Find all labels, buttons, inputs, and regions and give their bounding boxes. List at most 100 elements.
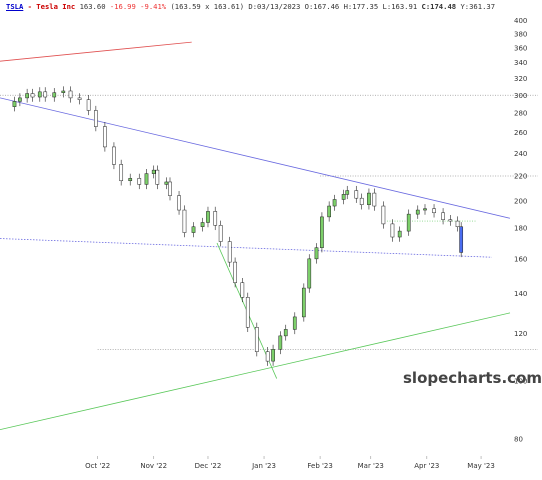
x-axis: Oct '22 Nov '22 Dec '22 Jan '23 Feb '23 Mar '… <box>85 456 495 470</box>
y-tick-label: 180 <box>514 225 527 233</box>
candle-body <box>307 258 312 289</box>
horizontal-levels <box>0 94 538 350</box>
x-tick-label: Oct '22 <box>85 462 110 470</box>
candle-body <box>227 241 232 263</box>
candle-body <box>182 209 187 233</box>
y-tick-label: 200 <box>514 197 527 205</box>
date-value: 03/13/2023 <box>257 2 301 11</box>
y-tick-label: 100 <box>514 378 527 386</box>
y-tick-label: 160 <box>514 255 527 263</box>
candle-body <box>25 93 29 99</box>
candle-body <box>233 261 237 283</box>
candle-body <box>213 211 218 226</box>
candle-body <box>30 93 35 98</box>
candle-body <box>301 287 306 318</box>
candle-body <box>200 222 205 228</box>
candle-body <box>18 97 22 102</box>
y-tick-label: 240 <box>514 150 527 158</box>
trendline <box>0 97 511 219</box>
candle-body <box>283 329 288 337</box>
x-tick-label: Feb '23 <box>307 462 332 470</box>
high-value: 177.35 <box>352 2 379 11</box>
low-label: L: <box>382 2 392 11</box>
year-label: Y: <box>460 2 470 11</box>
company-name[interactable]: Tesla Inc <box>36 2 76 11</box>
bid-ask: (163.59 x 163.61) <box>170 2 245 11</box>
last-price: 163.60 <box>79 2 106 11</box>
x-tick-label: May '23 <box>467 462 495 470</box>
candle-body <box>240 282 245 298</box>
x-tick-label: Dec '22 <box>195 462 222 470</box>
low-value: 163.91 <box>391 2 418 11</box>
candle-body <box>455 220 460 228</box>
y-tick-label: 320 <box>514 75 527 83</box>
candle-body <box>177 195 181 211</box>
candle-body <box>77 97 82 100</box>
candle-body <box>327 205 331 218</box>
y-tick-label: 220 <box>514 173 527 181</box>
y-tick-label: 400 <box>514 17 527 25</box>
x-tick-label: Mar '23 <box>358 462 384 470</box>
candle-body <box>278 335 283 350</box>
x-tick-label: Jan '23 <box>251 462 276 470</box>
candle-body <box>12 101 17 107</box>
candle-body <box>271 349 275 362</box>
y-tick-label: 300 <box>514 92 527 100</box>
candle-body <box>164 181 169 185</box>
y-axis: 80 100 120 140 160 180 200 220 240 260 280 300 320 34… <box>514 17 527 444</box>
trendline <box>0 238 492 258</box>
candle-body <box>43 91 48 98</box>
candle-body <box>151 169 156 174</box>
candle-body <box>345 190 350 195</box>
candle-body <box>86 99 91 111</box>
candle-body <box>119 164 124 182</box>
candle-body <box>441 212 445 220</box>
candle-body <box>206 211 210 223</box>
y-tick-label: 360 <box>514 44 527 52</box>
header-separator: - <box>27 2 32 11</box>
candle-body <box>432 208 436 214</box>
x-tick-label: Apr '23 <box>414 462 439 470</box>
candle-body <box>37 91 42 98</box>
close-label: C: <box>421 2 431 11</box>
candle-body <box>245 297 250 328</box>
candle-body <box>459 226 464 253</box>
candle-body <box>254 327 259 352</box>
candle-body <box>332 199 337 207</box>
y-tick-label: 380 <box>514 30 527 38</box>
candle-body <box>359 197 364 205</box>
open-value: 167.46 <box>313 2 340 11</box>
trendline <box>0 41 192 62</box>
candle-body <box>103 126 107 148</box>
ticker-symbol[interactable]: TSLA <box>6 2 24 11</box>
candle-body <box>112 146 116 165</box>
y-tick-label: 340 <box>514 59 527 67</box>
price-change: -16.99 <box>109 2 136 11</box>
y-tick-label: 120 <box>514 330 527 338</box>
candle-body <box>354 190 359 199</box>
candle-body <box>448 219 453 222</box>
candle-body <box>397 230 402 238</box>
y-tick-label: 80 <box>514 436 523 444</box>
candle-body <box>390 223 395 238</box>
candle-body <box>423 208 427 211</box>
candle-body <box>168 181 172 196</box>
y-tick-label: 140 <box>514 290 527 298</box>
candle-body <box>367 192 371 205</box>
close-value: 174.48 <box>430 2 457 11</box>
trendline <box>0 312 511 431</box>
candle-body <box>406 213 411 232</box>
candle-body <box>314 247 319 260</box>
high-label: H: <box>343 2 353 11</box>
candle-body <box>372 192 377 207</box>
date-label: D: <box>248 2 258 11</box>
candle-body <box>128 178 133 182</box>
candle-body <box>68 90 73 99</box>
year-value: 361.37 <box>469 2 496 11</box>
candle-body <box>137 178 142 185</box>
candle-body <box>94 110 98 127</box>
candle-body <box>144 173 149 185</box>
candle-body <box>218 225 223 242</box>
watermark: slopecharts.com <box>403 369 542 387</box>
